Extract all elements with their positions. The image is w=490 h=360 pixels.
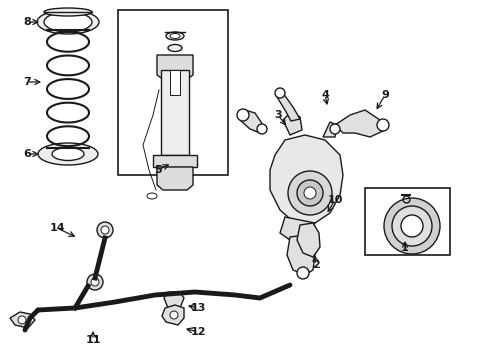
Text: 5: 5 xyxy=(154,165,162,175)
Text: 9: 9 xyxy=(381,90,389,100)
Text: 8: 8 xyxy=(23,17,31,27)
Circle shape xyxy=(297,267,309,279)
Text: 1: 1 xyxy=(401,243,409,253)
Ellipse shape xyxy=(38,143,98,165)
Ellipse shape xyxy=(168,45,182,51)
Circle shape xyxy=(304,187,316,199)
Circle shape xyxy=(330,124,340,134)
Ellipse shape xyxy=(44,12,92,32)
Polygon shape xyxy=(335,110,385,137)
Polygon shape xyxy=(162,305,184,325)
Text: 10: 10 xyxy=(327,195,343,205)
Circle shape xyxy=(170,311,178,319)
Text: 7: 7 xyxy=(23,77,31,87)
Circle shape xyxy=(401,215,423,237)
Ellipse shape xyxy=(44,8,92,16)
Ellipse shape xyxy=(166,32,184,40)
Bar xyxy=(118,10,228,175)
Bar xyxy=(161,70,189,155)
Circle shape xyxy=(91,278,99,286)
Text: 12: 12 xyxy=(190,327,206,337)
Ellipse shape xyxy=(37,10,99,34)
Text: 3: 3 xyxy=(274,110,282,120)
Polygon shape xyxy=(153,155,197,167)
Polygon shape xyxy=(280,217,315,240)
Text: 13: 13 xyxy=(190,303,206,313)
Circle shape xyxy=(97,222,113,238)
Circle shape xyxy=(18,316,26,324)
Circle shape xyxy=(87,274,103,290)
Text: 6: 6 xyxy=(23,149,31,159)
Text: 11: 11 xyxy=(85,335,101,345)
Polygon shape xyxy=(283,113,302,135)
Polygon shape xyxy=(297,223,320,257)
Polygon shape xyxy=(240,110,263,133)
Polygon shape xyxy=(164,292,184,308)
Ellipse shape xyxy=(52,148,84,161)
Bar xyxy=(365,188,450,255)
Ellipse shape xyxy=(147,193,157,199)
Polygon shape xyxy=(270,135,343,223)
Circle shape xyxy=(257,124,267,134)
Polygon shape xyxy=(157,55,193,82)
Polygon shape xyxy=(157,167,193,190)
Circle shape xyxy=(392,206,432,246)
Polygon shape xyxy=(10,312,35,328)
Text: 14: 14 xyxy=(49,223,65,233)
Circle shape xyxy=(384,198,440,254)
Text: 4: 4 xyxy=(321,90,329,100)
Ellipse shape xyxy=(170,33,180,39)
Circle shape xyxy=(377,119,389,131)
Circle shape xyxy=(297,180,323,206)
Polygon shape xyxy=(277,93,300,121)
Polygon shape xyxy=(287,235,315,275)
Circle shape xyxy=(275,88,285,98)
Text: 2: 2 xyxy=(312,260,320,270)
Circle shape xyxy=(101,226,109,234)
Polygon shape xyxy=(323,122,337,137)
Circle shape xyxy=(288,171,332,215)
Bar xyxy=(168,82,182,112)
Circle shape xyxy=(237,109,249,121)
Bar xyxy=(170,70,180,95)
